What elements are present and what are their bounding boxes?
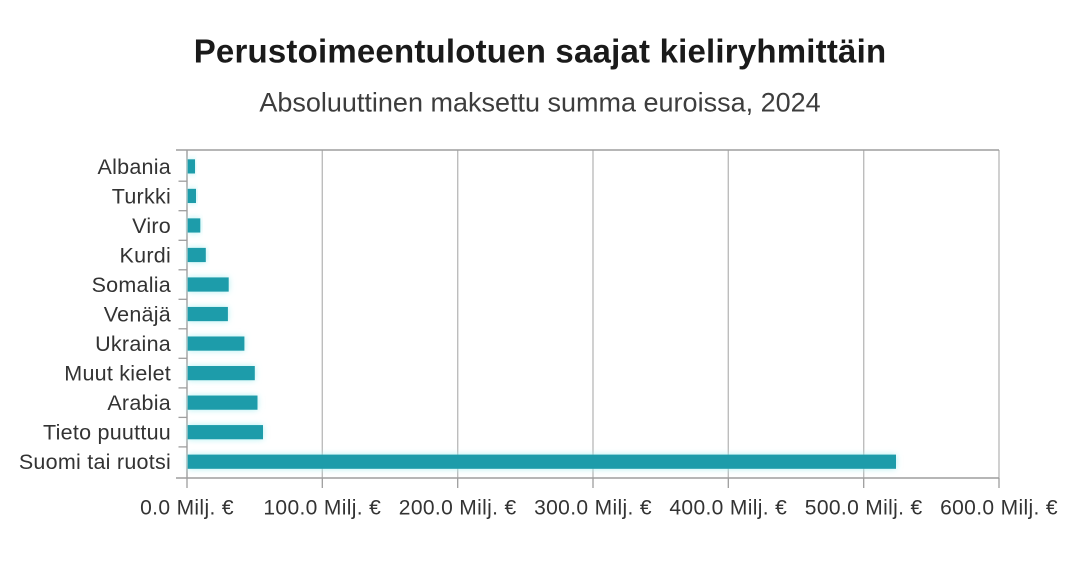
svg-text:Ukraina: Ukraina [95,332,171,356]
svg-text:300.0 Milj. €: 300.0 Milj. € [534,497,652,520]
svg-text:Turkki: Turkki [112,184,171,208]
svg-text:Viro: Viro [132,214,171,238]
svg-text:Absoluuttinen maksettu summa e: Absoluuttinen maksettu summa euroissa, 2… [259,88,820,118]
svg-text:100.0 Milj. €: 100.0 Milj. € [263,497,381,520]
svg-text:Perustoimeentulotuen saajat ki: Perustoimeentulotuen saajat kieliryhmitt… [194,33,887,70]
svg-text:200.0 Milj. €: 200.0 Milj. € [399,497,517,520]
svg-text:Arabia: Arabia [107,391,171,415]
svg-text:600.0 Milj. €: 600.0 Milj. € [940,497,1058,520]
svg-text:Albania: Albania [98,155,171,179]
svg-text:Tieto puuttuu: Tieto puuttuu [43,421,171,445]
svg-text:0.0 Milj. €: 0.0 Milj. € [140,497,234,520]
svg-text:500.0 Milj. €: 500.0 Milj. € [805,497,923,520]
svg-text:Somalia: Somalia [92,273,171,297]
svg-text:Venäjä: Venäjä [104,302,171,326]
svg-text:Suomi tai ruotsi: Suomi tai ruotsi [19,450,171,474]
svg-text:400.0 Milj. €: 400.0 Milj. € [669,497,787,520]
svg-text:Kurdi: Kurdi [120,243,171,267]
svg-text:Muut kielet: Muut kielet [64,362,171,386]
